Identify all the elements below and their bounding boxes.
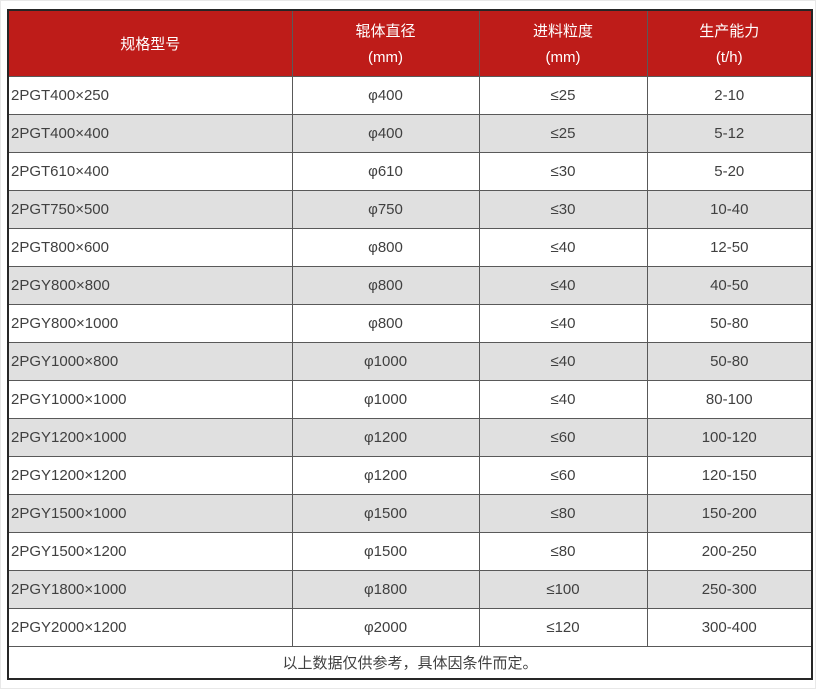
cell-feed-size: ≤60 <box>478 417 648 457</box>
cell-model: 2PGY800×800 <box>7 265 293 305</box>
cell-roller-diameter: φ1500 <box>291 493 480 533</box>
header-cell-roller-diameter: 辊体直径 (mm) <box>291 9 480 77</box>
header-cell-model: 规格型号 <box>7 9 293 77</box>
table-row: 2PGY1000×800 φ1000 ≤40 50-80 <box>7 341 813 381</box>
cell-model: 2PGY1500×1200 <box>7 531 293 571</box>
cell-capacity: 10-40 <box>646 189 813 229</box>
cell-roller-diameter: φ800 <box>291 265 480 305</box>
cell-model: 2PGY1800×1000 <box>7 569 293 609</box>
cell-feed-size: ≤40 <box>478 341 648 381</box>
cell-capacity: 2-10 <box>646 75 813 115</box>
table-row: 2PGY2000×1200 φ2000 ≤120 300-400 <box>7 607 813 647</box>
cell-roller-diameter: φ400 <box>291 75 480 115</box>
header-feed-size-title: 进料粒度 <box>532 23 593 41</box>
cell-feed-size: ≤40 <box>478 303 648 343</box>
table-row: 2PGT750×500 φ750 ≤30 10-40 <box>7 189 813 229</box>
cell-capacity: 150-200 <box>646 493 813 533</box>
cell-model: 2PGY1000×1000 <box>7 379 293 419</box>
cell-model: 2PGY2000×1200 <box>7 607 293 647</box>
cell-model: 2PGY1200×1000 <box>7 417 293 457</box>
cell-feed-size: ≤40 <box>478 379 648 419</box>
cell-feed-size: ≤30 <box>478 189 648 229</box>
header-row: 规格型号 辊体直径 (mm) 进料粒度 (mm) 生产能力 (t/h) <box>7 9 813 77</box>
cell-roller-diameter: φ400 <box>291 113 480 153</box>
cell-feed-size: ≤80 <box>478 493 648 533</box>
footer-row: 以上数据仅供参考，具体因条件而定。 <box>7 645 813 680</box>
cell-roller-diameter: φ1000 <box>291 341 480 381</box>
cell-capacity: 300-400 <box>646 607 813 647</box>
cell-capacity: 250-300 <box>646 569 813 609</box>
table-row: 2PGY800×1000 φ800 ≤40 50-80 <box>7 303 813 343</box>
header-cell-capacity: 生产能力 (t/h) <box>646 9 813 77</box>
table-body: 2PGT400×250 φ400 ≤25 2-10 2PGT400×400 φ4… <box>7 75 813 647</box>
table-header: 规格型号 辊体直径 (mm) 进料粒度 (mm) 生产能力 (t/h) <box>7 9 813 77</box>
cell-feed-size: ≤40 <box>478 265 648 305</box>
cell-feed-size: ≤40 <box>478 227 648 267</box>
table-row: 2PGY800×800 φ800 ≤40 40-50 <box>7 265 813 305</box>
table-row: 2PGY1200×1200 φ1200 ≤60 120-150 <box>7 455 813 495</box>
header-cell-feed-size: 进料粒度 (mm) <box>478 9 648 77</box>
cell-roller-diameter: φ1200 <box>291 455 480 495</box>
table-row: 2PGY1800×1000 φ1800 ≤100 250-300 <box>7 569 813 609</box>
table-row: 2PGT400×400 φ400 ≤25 5-12 <box>7 113 813 153</box>
header-feed-size-unit: (mm) <box>545 49 581 67</box>
cell-model: 2PGT400×250 <box>7 75 293 115</box>
table-row: 2PGT400×250 φ400 ≤25 2-10 <box>7 75 813 115</box>
cell-capacity: 120-150 <box>646 455 813 495</box>
header-capacity-unit: (t/h) <box>715 49 743 67</box>
cell-capacity: 200-250 <box>646 531 813 571</box>
table-row: 2PGT800×600 φ800 ≤40 12-50 <box>7 227 813 267</box>
cell-capacity: 40-50 <box>646 265 813 305</box>
cell-roller-diameter: φ750 <box>291 189 480 229</box>
cell-capacity: 100-120 <box>646 417 813 457</box>
table-row: 2PGY1500×1000 φ1500 ≤80 150-200 <box>7 493 813 533</box>
cell-model: 2PGT800×600 <box>7 227 293 267</box>
cell-feed-size: ≤100 <box>478 569 648 609</box>
cell-feed-size: ≤25 <box>478 113 648 153</box>
cell-model: 2PGY1500×1000 <box>7 493 293 533</box>
footer-note: 以上数据仅供参考，具体因条件而定。 <box>7 645 813 680</box>
table-row: 2PGY1500×1200 φ1500 ≤80 200-250 <box>7 531 813 571</box>
cell-capacity: 80-100 <box>646 379 813 419</box>
cell-model: 2PGY1200×1200 <box>7 455 293 495</box>
cell-roller-diameter: φ1500 <box>291 531 480 571</box>
cell-roller-diameter: φ2000 <box>291 607 480 647</box>
table-row: 2PGY1200×1000 φ1200 ≤60 100-120 <box>7 417 813 457</box>
cell-roller-diameter: φ800 <box>291 303 480 343</box>
header-model-title: 规格型号 <box>120 35 181 53</box>
spec-table: 规格型号 辊体直径 (mm) 进料粒度 (mm) 生产能力 (t/h) <box>7 9 813 680</box>
cell-roller-diameter: φ1800 <box>291 569 480 609</box>
header-roller-diameter-unit: (mm) <box>368 49 403 67</box>
cell-roller-diameter: φ610 <box>291 151 480 191</box>
header-capacity-title: 生产能力 <box>699 23 760 41</box>
cell-feed-size: ≤60 <box>478 455 648 495</box>
header-roller-diameter-title: 辊体直径 <box>355 23 416 41</box>
table-row: 2PGY1000×1000 φ1000 ≤40 80-100 <box>7 379 813 419</box>
cell-feed-size: ≤80 <box>478 531 648 571</box>
cell-model: 2PGY1000×800 <box>7 341 293 381</box>
cell-roller-diameter: φ1200 <box>291 417 480 457</box>
cell-feed-size: ≤25 <box>478 75 648 115</box>
cell-feed-size: ≤120 <box>478 607 648 647</box>
cell-feed-size: ≤30 <box>478 151 648 191</box>
cell-capacity: 5-12 <box>646 113 813 153</box>
cell-model: 2PGT400×400 <box>7 113 293 153</box>
cell-model: 2PGT610×400 <box>7 151 293 191</box>
cell-capacity: 12-50 <box>646 227 813 267</box>
table-row: 2PGT610×400 φ610 ≤30 5-20 <box>7 151 813 191</box>
cell-roller-diameter: φ1000 <box>291 379 480 419</box>
cell-capacity: 5-20 <box>646 151 813 191</box>
cell-model: 2PGT750×500 <box>7 189 293 229</box>
cell-capacity: 50-80 <box>646 341 813 381</box>
table-footer: 以上数据仅供参考，具体因条件而定。 <box>7 645 813 680</box>
cell-roller-diameter: φ800 <box>291 227 480 267</box>
cell-capacity: 50-80 <box>646 303 813 343</box>
cell-model: 2PGY800×1000 <box>7 303 293 343</box>
